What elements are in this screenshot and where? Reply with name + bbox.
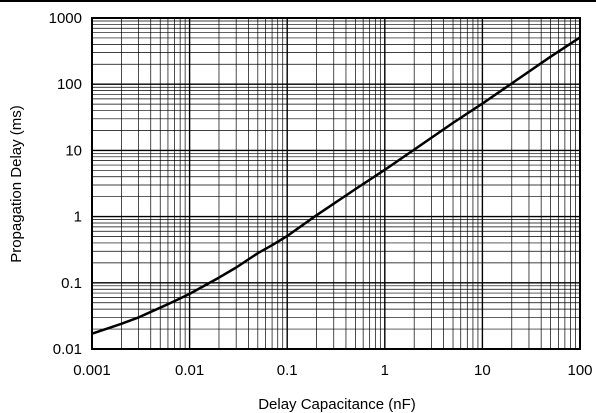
plot-area-frame xyxy=(91,17,581,350)
x-tick-label: 100 xyxy=(567,362,592,379)
y-tick-label: 1000 xyxy=(49,10,82,27)
top-border-line xyxy=(0,0,596,2)
major-grid xyxy=(91,18,580,350)
x-tick-label: 0.01 xyxy=(175,362,204,379)
x-tick-label: 0.001 xyxy=(73,362,111,379)
y-tick-label: 10 xyxy=(65,142,82,159)
y-tick-label: 0.01 xyxy=(53,341,82,358)
y-tick-label: 1 xyxy=(74,209,82,226)
x-axis-label: Delay Capacitance (nF) xyxy=(258,396,416,413)
x-tick-labels: 0.001 0.01 0.1 1 10 100 xyxy=(73,362,592,379)
minor-grid xyxy=(92,18,580,349)
x-tick-label: 0.1 xyxy=(277,362,298,379)
x-tick-label: 1 xyxy=(381,362,389,379)
y-tick-label: 100 xyxy=(57,76,82,93)
y-tick-label: 0.1 xyxy=(61,275,82,292)
y-axis-label: Propagation Delay (ms) xyxy=(8,105,25,263)
y-tick-labels: 0.01 0.1 1 10 100 1000 xyxy=(49,10,82,358)
delay-curve-line xyxy=(91,36,581,335)
x-tick-label: 10 xyxy=(474,362,491,379)
